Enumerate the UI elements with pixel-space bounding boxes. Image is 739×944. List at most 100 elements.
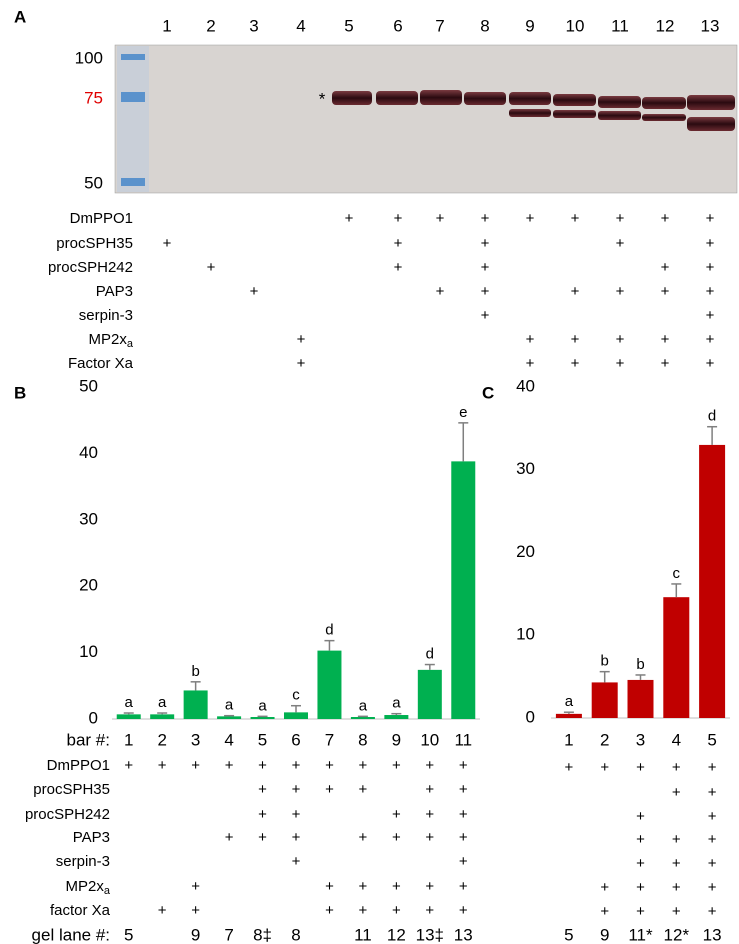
lane-number: 1	[162, 16, 171, 35]
condition-mark: +	[207, 259, 216, 276]
condition-mark: +	[661, 355, 670, 372]
y-tick-label: 10	[516, 625, 535, 644]
row-label: DmPPO1	[47, 757, 110, 774]
gel-lane: 8	[291, 925, 300, 944]
gel-lane: 13‡	[416, 925, 444, 944]
condition-mark: +	[225, 829, 234, 846]
group-letter: c	[673, 565, 681, 582]
panel-label: C	[482, 383, 494, 402]
group-letter: a	[125, 694, 134, 711]
lane-number: 13	[701, 16, 720, 35]
condition-mark: +	[481, 283, 490, 300]
condition-mark: +	[481, 235, 490, 252]
condition-mark: +	[325, 757, 334, 774]
x-tick-label: 10	[420, 730, 439, 749]
row-label: PAP3	[73, 829, 110, 846]
y-tick-label: 30	[516, 459, 535, 478]
bar	[150, 714, 174, 719]
condition-mark: +	[481, 307, 490, 324]
condition-mark: +	[392, 902, 401, 919]
group-letter: e	[459, 404, 467, 421]
bar	[217, 716, 241, 719]
bar	[699, 445, 725, 718]
condition-mark: +	[425, 757, 434, 774]
bar	[451, 461, 475, 719]
condition-mark: +	[425, 806, 434, 823]
gel-lane: 11	[354, 925, 372, 944]
x-tick-label: 1	[124, 730, 133, 749]
condition-mark: +	[481, 210, 490, 227]
gel-lane-row-label: gel lane #:	[32, 925, 110, 944]
condition-mark: +	[672, 759, 681, 776]
gel-lane: 9	[600, 925, 609, 944]
bar-row-label: bar #:	[67, 730, 110, 749]
bar	[251, 717, 275, 719]
y-tick-label: 10	[79, 642, 98, 661]
condition-mark: +	[459, 853, 468, 870]
group-letter: b	[636, 656, 644, 673]
condition-mark: +	[163, 235, 172, 252]
x-tick-label: 3	[191, 730, 200, 749]
y-tick-label: 40	[516, 376, 535, 395]
gel-image	[115, 45, 737, 193]
row-label: procSPH242	[48, 259, 133, 276]
group-letter: d	[708, 408, 716, 425]
y-tick-label: 40	[79, 443, 98, 462]
bar	[628, 680, 654, 718]
condition-mark: +	[571, 355, 580, 372]
condition-mark: +	[359, 902, 368, 919]
marker-label: 75	[84, 88, 103, 107]
condition-mark: +	[459, 806, 468, 823]
condition-mark: +	[616, 355, 625, 372]
condition-mark: +	[708, 855, 717, 872]
condition-mark: +	[636, 903, 645, 920]
condition-mark: +	[708, 759, 717, 776]
lane-number: 12	[656, 16, 675, 35]
condition-mark: +	[325, 878, 334, 895]
condition-mark: +	[258, 757, 267, 774]
condition-mark: +	[672, 903, 681, 920]
group-letter: d	[325, 622, 333, 639]
group-letter: a	[565, 693, 574, 710]
lane-number: 9	[525, 16, 534, 35]
row-label: serpin-3	[56, 853, 110, 870]
x-tick-label: 2	[600, 730, 609, 749]
x-tick-label: 5	[258, 730, 267, 749]
condition-mark: +	[392, 829, 401, 846]
condition-mark: +	[636, 831, 645, 848]
bar	[418, 670, 442, 719]
lane-number: 10	[566, 16, 585, 35]
condition-mark: +	[616, 331, 625, 348]
condition-mark: +	[706, 307, 715, 324]
condition-mark: +	[425, 829, 434, 846]
condition-mark: +	[600, 903, 609, 920]
group-letter: a	[225, 697, 234, 714]
condition-mark: +	[325, 781, 334, 798]
condition-mark: +	[708, 808, 717, 825]
condition-mark: +	[459, 781, 468, 798]
condition-mark: +	[706, 235, 715, 252]
condition-mark: +	[292, 757, 301, 774]
x-tick-label: 4	[672, 730, 681, 749]
gel-lane: 13	[703, 925, 722, 944]
bar	[592, 682, 618, 718]
condition-mark: +	[158, 757, 167, 774]
condition-mark: +	[359, 781, 368, 798]
y-tick-label: 20	[516, 542, 535, 561]
bar	[556, 714, 582, 718]
condition-mark: +	[392, 757, 401, 774]
condition-mark: +	[459, 878, 468, 895]
condition-mark: +	[661, 259, 670, 276]
y-tick-label: 30	[79, 509, 98, 528]
condition-mark: +	[359, 878, 368, 895]
condition-mark: +	[292, 853, 301, 870]
condition-mark: +	[297, 355, 306, 372]
condition-mark: +	[661, 283, 670, 300]
condition-mark: +	[191, 902, 200, 919]
group-letter: c	[292, 687, 300, 704]
gel-lane: 12*	[664, 925, 690, 944]
condition-mark: +	[636, 808, 645, 825]
condition-mark: +	[526, 331, 535, 348]
condition-mark: +	[258, 806, 267, 823]
condition-mark: +	[258, 781, 267, 798]
